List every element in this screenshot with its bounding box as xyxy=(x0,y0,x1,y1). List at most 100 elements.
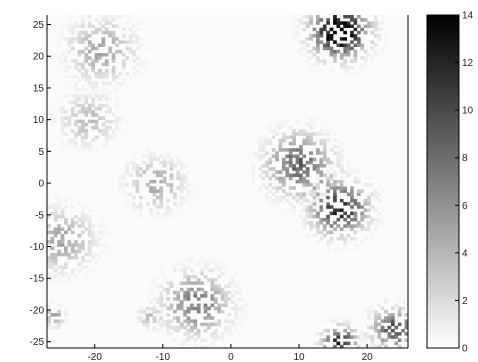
heatmap-cell xyxy=(135,72,140,76)
heatmap-cell xyxy=(322,132,327,136)
heatmap-cell xyxy=(111,135,116,139)
heatmap-cell xyxy=(353,56,358,60)
heatmap-cell xyxy=(98,256,102,260)
heatmap-cell xyxy=(326,160,330,165)
heatmap-cell xyxy=(200,256,204,260)
heatmap-cell xyxy=(322,151,327,155)
heatmap-cell xyxy=(70,113,75,117)
heatmap-cell xyxy=(74,145,78,149)
heatmap-cell xyxy=(224,303,228,308)
heatmap-cell xyxy=(258,157,262,162)
heatmap-cell xyxy=(264,126,269,130)
heatmap-cell xyxy=(81,37,85,41)
heatmap-cell xyxy=(84,122,89,127)
heatmap-cell xyxy=(329,160,334,165)
heatmap-cell xyxy=(152,170,157,174)
heatmap-cell xyxy=(155,195,160,200)
heatmap-cell xyxy=(326,202,330,206)
heatmap-cell xyxy=(322,138,327,143)
heatmap-cell xyxy=(258,141,262,146)
heatmap-cell xyxy=(155,275,160,279)
heatmap-cell xyxy=(247,151,252,155)
heatmap-cell xyxy=(142,322,147,327)
heatmap-cell xyxy=(67,138,72,143)
heatmap-cell xyxy=(295,195,300,200)
heatmap-cell xyxy=(367,198,371,203)
heatmap-cell xyxy=(350,205,354,209)
heatmap-cell xyxy=(179,259,184,263)
heatmap-cell xyxy=(339,208,344,212)
heatmap-cell xyxy=(367,208,371,212)
heatmap-cell xyxy=(101,103,106,108)
heatmap-cell xyxy=(84,271,89,276)
heatmap-cell xyxy=(217,275,221,279)
heatmap-cell xyxy=(111,65,116,70)
heatmap-cell xyxy=(397,313,402,317)
heatmap-cell xyxy=(81,65,85,70)
heatmap-cell xyxy=(64,249,68,254)
heatmap-cell xyxy=(50,106,55,111)
heatmap-cell xyxy=(220,335,225,339)
heatmap-cell xyxy=(333,202,337,206)
heatmap-cell xyxy=(333,189,337,193)
heatmap-cell xyxy=(81,87,85,92)
heatmap-cell xyxy=(57,278,61,282)
heatmap-cell xyxy=(108,249,113,254)
heatmap-cell xyxy=(292,132,296,136)
heatmap-cell xyxy=(67,122,72,127)
heatmap-cell xyxy=(155,319,160,323)
heatmap-cell xyxy=(316,170,320,174)
heatmap-cell xyxy=(237,306,242,311)
heatmap-cell xyxy=(363,62,368,67)
heatmap-cell xyxy=(237,319,242,323)
heatmap-cell xyxy=(230,281,235,285)
heatmap-cell xyxy=(104,138,109,143)
heatmap-cell xyxy=(145,145,150,149)
heatmap-cell xyxy=(288,164,293,168)
heatmap-cell xyxy=(74,275,78,279)
heatmap-cell xyxy=(251,183,256,187)
heatmap-cell xyxy=(145,46,150,51)
heatmap-cell xyxy=(271,135,276,139)
heatmap-cell xyxy=(343,335,347,339)
heatmap-cell xyxy=(179,208,184,212)
heatmap-cell xyxy=(367,202,371,206)
heatmap-cell xyxy=(81,208,85,212)
heatmap-cell xyxy=(118,72,123,76)
heatmap-cell xyxy=(333,132,337,136)
heatmap-cell xyxy=(166,297,170,301)
heatmap-cell xyxy=(316,341,320,346)
heatmap-cell xyxy=(50,205,55,209)
heatmap-cell xyxy=(380,189,385,193)
heatmap-cell xyxy=(384,338,388,342)
heatmap-cell xyxy=(98,94,102,98)
heatmap-cell xyxy=(380,214,385,219)
heatmap-cell xyxy=(70,106,75,111)
heatmap-cell xyxy=(176,294,181,298)
heatmap-cell xyxy=(316,21,320,25)
heatmap-cell xyxy=(169,157,174,162)
heatmap-cell xyxy=(135,179,140,184)
heatmap-cell xyxy=(81,129,85,133)
heatmap-cell xyxy=(336,145,341,149)
heatmap-plot-area xyxy=(46,15,409,349)
heatmap-cell xyxy=(135,164,140,168)
heatmap-cell xyxy=(70,24,75,28)
heatmap-cell xyxy=(173,192,177,197)
heatmap-cell xyxy=(81,145,85,149)
heatmap-cell xyxy=(220,303,225,308)
heatmap-cell xyxy=(94,18,99,22)
heatmap-cell xyxy=(64,84,68,89)
heatmap-cell xyxy=(162,322,167,327)
heatmap-cell xyxy=(176,262,181,266)
heatmap-cell xyxy=(81,119,85,124)
heatmap-cell xyxy=(333,332,337,336)
heatmap-cell xyxy=(275,198,279,203)
heatmap-cell xyxy=(397,294,402,298)
heatmap-cell xyxy=(81,265,85,270)
heatmap-cell xyxy=(118,84,123,89)
heatmap-cell xyxy=(319,68,324,73)
heatmap-cell xyxy=(319,338,324,342)
heatmap-cell xyxy=(305,49,310,54)
heatmap-cell xyxy=(53,256,58,260)
